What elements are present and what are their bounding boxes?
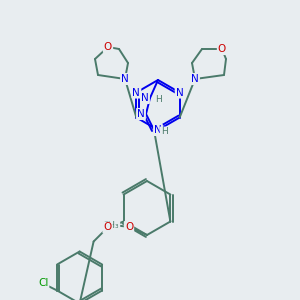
Text: N: N — [141, 93, 149, 103]
Text: CH₃: CH₃ — [103, 220, 119, 230]
Text: O: O — [104, 42, 112, 52]
Text: O: O — [218, 44, 226, 54]
Text: N: N — [154, 125, 162, 135]
Text: N: N — [133, 88, 140, 98]
Text: N: N — [191, 74, 199, 84]
Text: O: O — [103, 223, 112, 232]
Text: N: N — [137, 109, 145, 119]
Text: H: H — [154, 94, 161, 103]
Text: Cl: Cl — [38, 278, 48, 287]
Text: N: N — [121, 74, 129, 84]
Text: H: H — [160, 128, 167, 136]
Text: N: N — [176, 88, 184, 98]
Text: O: O — [125, 222, 133, 232]
